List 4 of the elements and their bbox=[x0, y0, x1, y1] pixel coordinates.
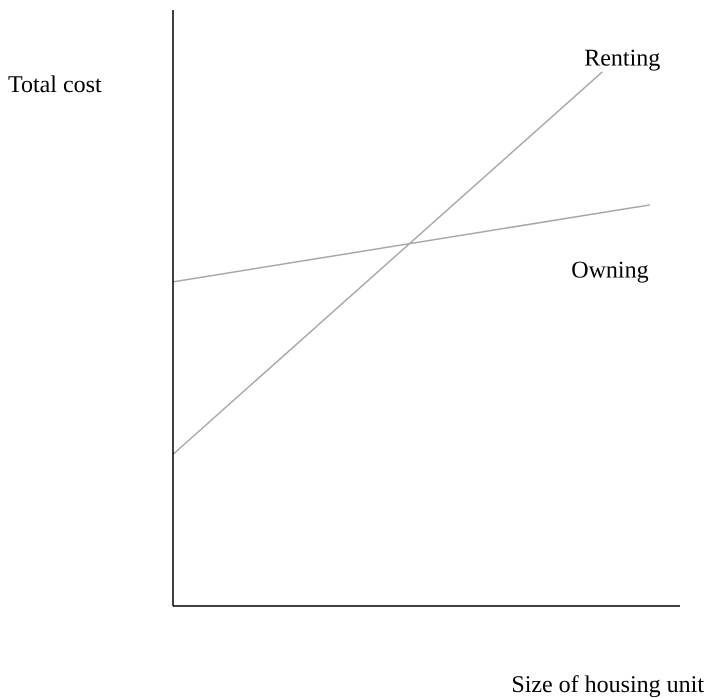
x-axis-title: Size of housing unit bbox=[511, 672, 704, 698]
series-label: Renting bbox=[584, 45, 660, 72]
series-label: Owning bbox=[571, 257, 649, 284]
y-axis-title: Total cost bbox=[8, 72, 102, 99]
